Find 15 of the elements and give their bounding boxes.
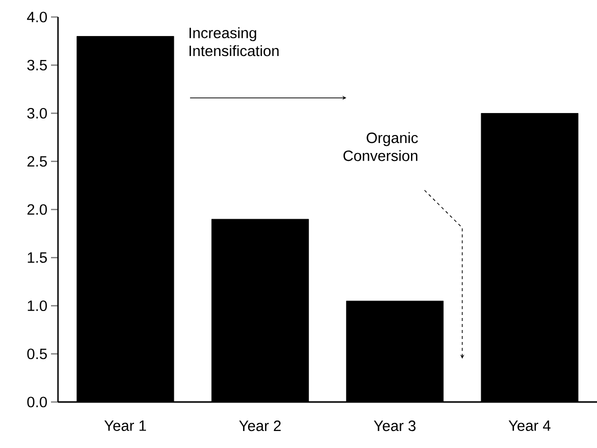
annotation: Organic Conversion bbox=[343, 132, 418, 162]
y-tick-label: 1.5 bbox=[28, 252, 47, 263]
x-tick-label: Year 3 bbox=[374, 420, 416, 432]
y-tick-label: 0.0 bbox=[27, 396, 47, 408]
x-tick-label: Year 1 bbox=[104, 420, 146, 431]
y-tick-label: 0.5 bbox=[27, 348, 47, 360]
y-tick-label: 3.5 bbox=[27, 60, 47, 70]
y-tick-label: 2.5 bbox=[27, 156, 47, 167]
y-tick-label: 2.0 bbox=[27, 204, 47, 215]
x-tick-label: Year 2 bbox=[239, 420, 281, 432]
annotation: Increasing Intensification bbox=[190, 27, 279, 56]
x-tick-label: Year 4 bbox=[508, 420, 551, 431]
y-tick-label: 3.0 bbox=[27, 108, 47, 119]
y-tick-label: 1.0 bbox=[28, 300, 47, 312]
y-tick-label: 4.0 bbox=[27, 12, 47, 22]
